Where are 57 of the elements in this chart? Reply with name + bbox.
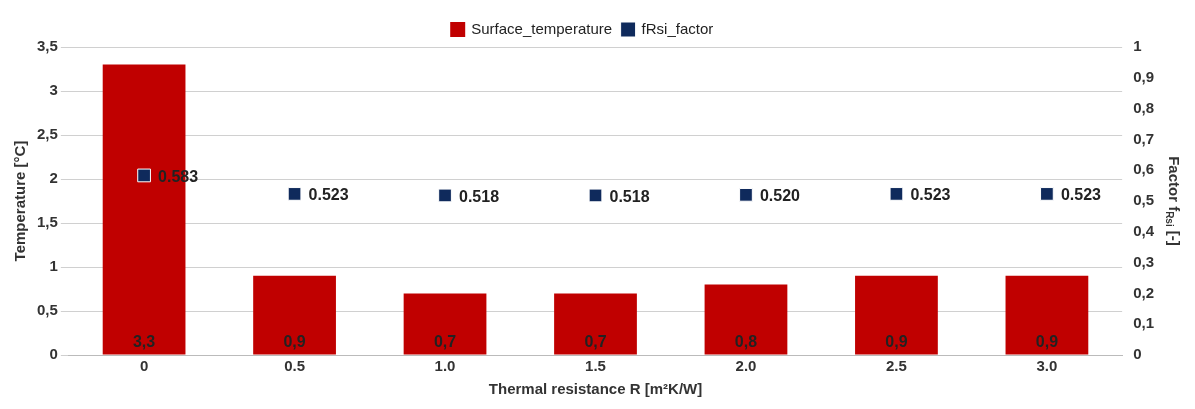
- y2-tick-label: 0,8: [1133, 98, 1155, 116]
- y-tick-label: 0: [49, 345, 58, 363]
- data-label: 0,7: [584, 332, 607, 350]
- data-label: 0.518: [459, 187, 500, 205]
- point: [1040, 187, 1054, 201]
- x-tick-label: 1.0: [434, 357, 456, 375]
- data-label: 0.523: [308, 186, 349, 204]
- y-tick-label: 2: [49, 169, 58, 187]
- y2-tick-label: 0,5: [1133, 191, 1155, 209]
- y-tick-label: 0,5: [36, 301, 58, 319]
- data-label: 0,7: [433, 332, 457, 350]
- y2-tick-label: 0: [1133, 345, 1142, 363]
- y-tick-label: 3: [49, 81, 58, 99]
- bar: [855, 275, 938, 355]
- y-tick-label: 3,5: [36, 37, 58, 55]
- data-label: 0,9: [885, 332, 908, 350]
- point: [739, 187, 753, 202]
- data-label: 0,9: [1035, 332, 1059, 350]
- y2-tick-label: 0,9: [1133, 67, 1155, 85]
- legend-label: fRsi_factor: [641, 19, 714, 37]
- data-label: 3,3: [132, 332, 156, 350]
- data-label: 0.520: [759, 187, 801, 205]
- bar: [253, 275, 336, 355]
- x-tick-label: 2.5: [886, 357, 907, 375]
- x-tick-label: 3.0: [1036, 357, 1058, 375]
- legend-label: Surface_temperature: [471, 19, 613, 37]
- y-tick-label: 1,5: [36, 213, 58, 231]
- x-tick-label: 0.5: [284, 357, 305, 375]
- bar: [1005, 275, 1089, 355]
- y2-tick-label: 0,2: [1133, 283, 1155, 301]
- data-label: 0.518: [609, 187, 650, 205]
- y-axis-title: Temperature [°C]: [11, 140, 29, 262]
- y-tick-label: 2,5: [36, 125, 58, 143]
- data-label: 0,9: [283, 332, 306, 350]
- point: [137, 168, 151, 183]
- x-tick-label: 0: [139, 357, 149, 375]
- point: [438, 188, 452, 203]
- bar: [554, 293, 637, 355]
- x-tick-label: 1.5: [585, 357, 606, 375]
- data-label: 0.523: [910, 186, 951, 204]
- y2-tick-label: 0,6: [1133, 160, 1155, 178]
- y2-tick-label: 0,3: [1133, 252, 1155, 270]
- x-axis-title: Thermal resistance R [m²K/W]: [488, 380, 703, 398]
- data-label: 0.523: [1060, 186, 1102, 204]
- point: [287, 187, 302, 201]
- y2-tick-label: 1: [1133, 37, 1142, 55]
- bar: [704, 284, 788, 355]
- point: [889, 187, 904, 201]
- y2-tick-label: 0,7: [1133, 129, 1155, 147]
- data-label: 0,8: [734, 332, 758, 350]
- x-tick-label: 2.0: [735, 357, 757, 375]
- y2-tick-label: 0,4: [1133, 221, 1155, 239]
- y2-tick-label: 0,1: [1133, 314, 1155, 332]
- point: [588, 188, 603, 203]
- bar: [403, 293, 487, 355]
- y2-axis-title: Factor fRsi [-]: [1164, 156, 1183, 246]
- y-tick-label: 1: [49, 257, 58, 275]
